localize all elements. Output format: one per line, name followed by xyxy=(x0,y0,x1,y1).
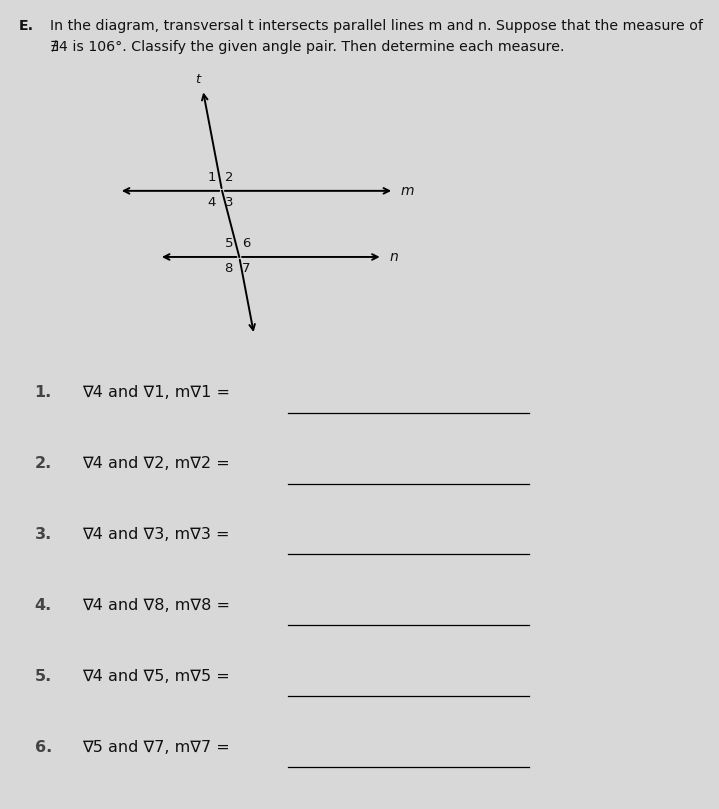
Text: 5.: 5. xyxy=(35,669,52,684)
Text: 2.: 2. xyxy=(35,455,52,471)
Text: ∇4 and ∇1, m∇1 =: ∇4 and ∇1, m∇1 = xyxy=(82,385,229,400)
Text: E.: E. xyxy=(19,19,34,33)
Text: 6.: 6. xyxy=(35,739,52,755)
Text: 2: 2 xyxy=(224,171,233,184)
Text: ∇4 and ∇3, m∇3 =: ∇4 and ∇3, m∇3 = xyxy=(82,527,229,542)
Text: 7: 7 xyxy=(242,262,250,275)
Text: 3: 3 xyxy=(224,196,233,210)
Text: 3.: 3. xyxy=(35,527,52,542)
Text: 5: 5 xyxy=(224,237,233,250)
Text: 8: 8 xyxy=(224,262,233,275)
Text: In the diagram, transversal t intersects parallel lines m and n. Suppose that th: In the diagram, transversal t intersects… xyxy=(50,19,703,33)
Text: 1.: 1. xyxy=(35,385,52,400)
Text: t: t xyxy=(196,73,201,86)
Text: ∇4 and ∇2, m∇2 =: ∇4 and ∇2, m∇2 = xyxy=(82,455,229,471)
Text: n: n xyxy=(390,250,398,264)
Text: ∄4 is 106°. Classify the given angle pair. Then determine each measure.: ∄4 is 106°. Classify the given angle pai… xyxy=(50,40,564,54)
Text: 6: 6 xyxy=(242,237,250,250)
Text: ∇4 and ∇5, m∇5 =: ∇4 and ∇5, m∇5 = xyxy=(82,669,229,684)
Text: 4.: 4. xyxy=(35,598,52,612)
Text: 1: 1 xyxy=(207,171,216,184)
Text: m: m xyxy=(401,184,414,198)
Text: ∇5 and ∇7, m∇7 =: ∇5 and ∇7, m∇7 = xyxy=(82,739,229,755)
Text: 4: 4 xyxy=(207,196,216,210)
Text: ∇4 and ∇8, m∇8 =: ∇4 and ∇8, m∇8 = xyxy=(82,598,229,612)
